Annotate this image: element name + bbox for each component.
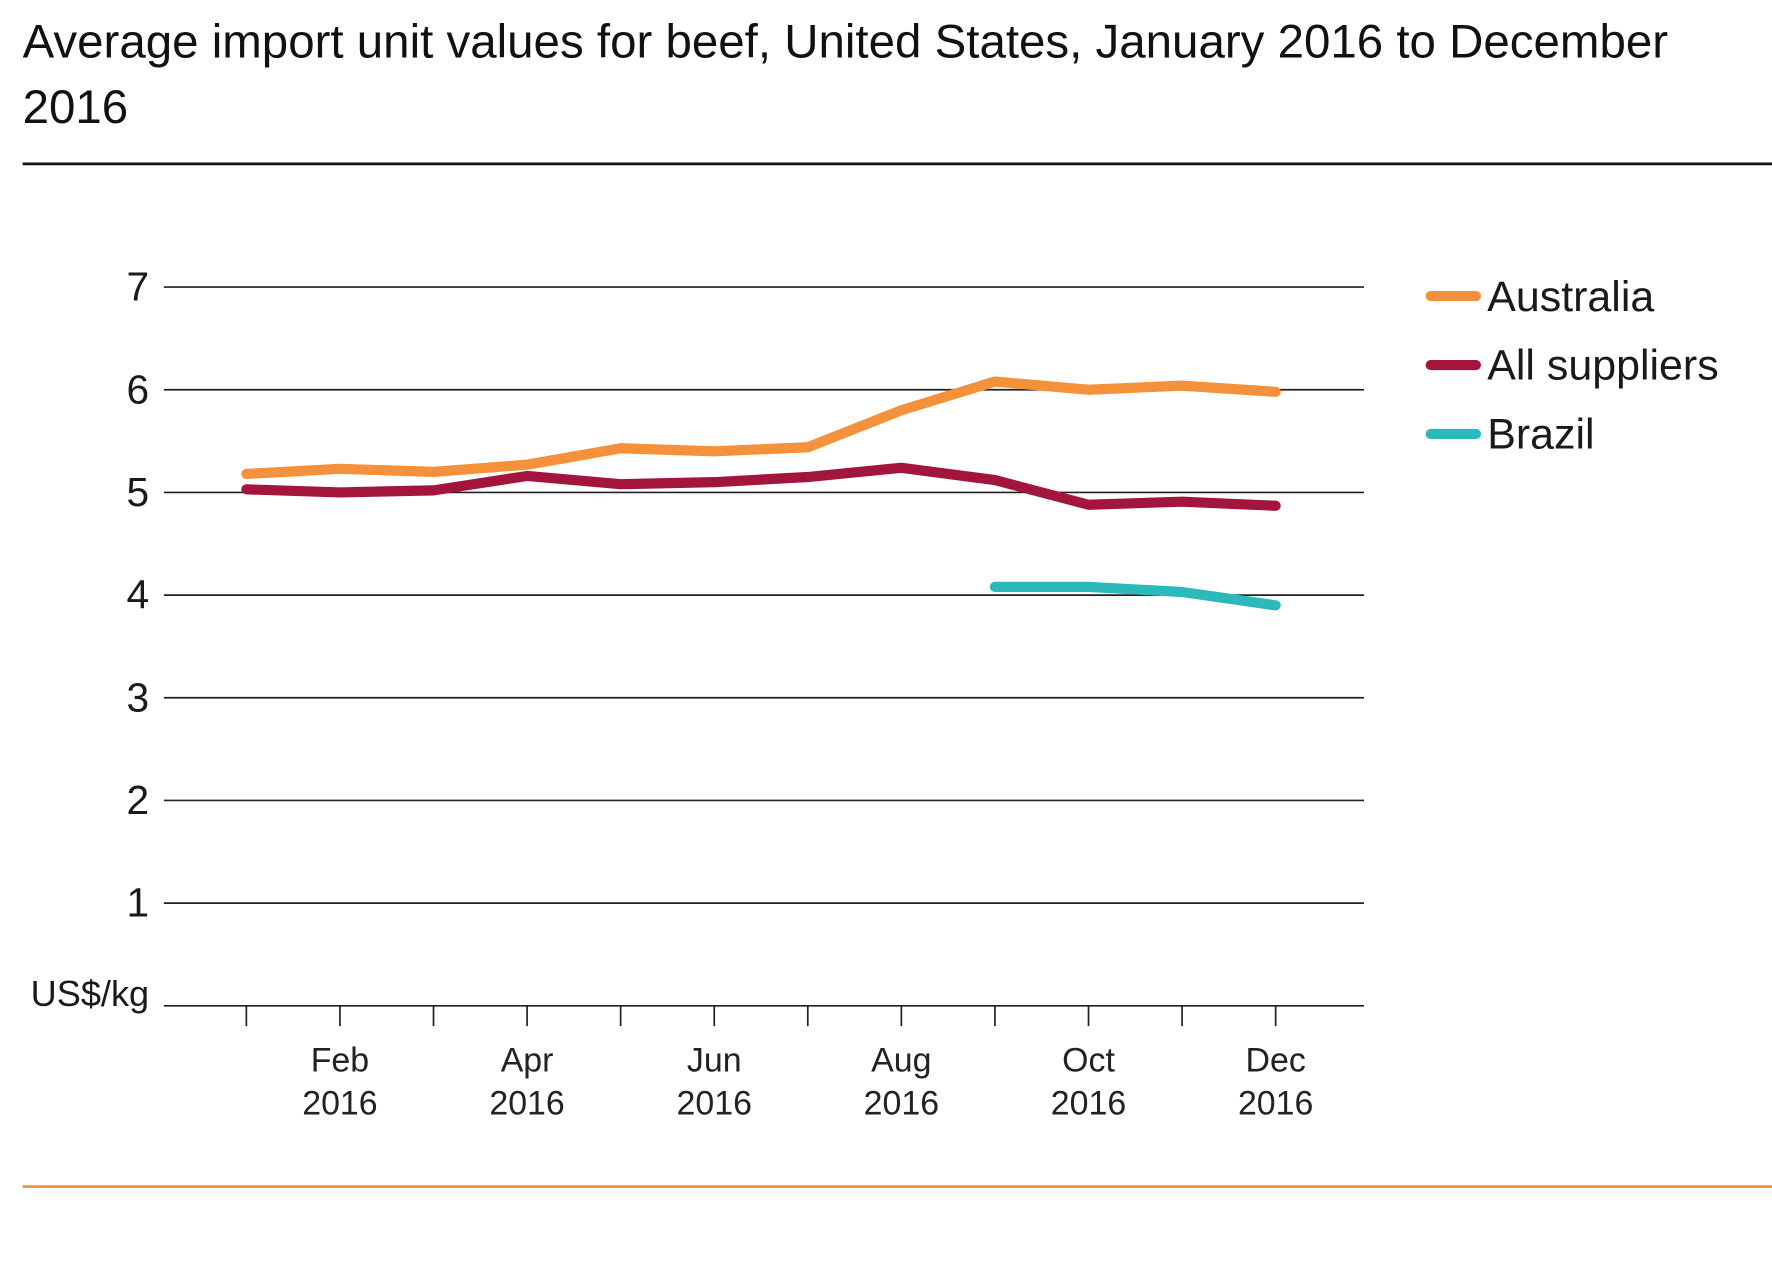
series-line xyxy=(989,581,1281,611)
y-tick-label: 4 xyxy=(127,572,150,618)
x-tick-label: Aug 2016 xyxy=(863,1041,940,1123)
x-tick-label: Apr 2016 xyxy=(489,1041,565,1123)
legend-label: All suppliers xyxy=(1487,342,1718,390)
y-tick-label: 1 xyxy=(127,880,150,926)
x-tick-label: Jun 2016 xyxy=(676,1041,752,1123)
y-tick-label: 2 xyxy=(127,777,150,823)
x-tick-box: Feb 2016 xyxy=(302,1041,378,1123)
x-tick-label: Feb 2016 xyxy=(302,1041,378,1123)
y-tick-label: 5 xyxy=(127,469,150,515)
legend-label: Australia xyxy=(1487,273,1654,321)
x-tick-label: Dec 2016 xyxy=(1237,1041,1314,1123)
y-tick-label: 7 xyxy=(127,264,150,310)
chart-title: Average import unit values for beef, Uni… xyxy=(22,14,1669,134)
y-axis-label: US$/kg xyxy=(31,973,150,1014)
series-line xyxy=(241,462,1281,511)
x-tick-box: Apr 2016 xyxy=(489,1041,565,1123)
x-tick-box: Aug 2016 xyxy=(863,1041,940,1123)
series-line xyxy=(241,376,1281,480)
y-tick-label: 6 xyxy=(127,366,150,412)
title-box: Average import unit values for beef, Uni… xyxy=(22,14,1669,134)
x-tick-box: Dec 2016 xyxy=(1237,1041,1314,1123)
x-tick-box: Oct 2016 xyxy=(1050,1041,1127,1123)
legend-label: Brazil xyxy=(1487,411,1594,459)
y-tick-label: 3 xyxy=(127,674,150,720)
x-tick-label: Oct 2016 xyxy=(1050,1041,1127,1123)
x-tick-box: Jun 2016 xyxy=(676,1041,752,1123)
